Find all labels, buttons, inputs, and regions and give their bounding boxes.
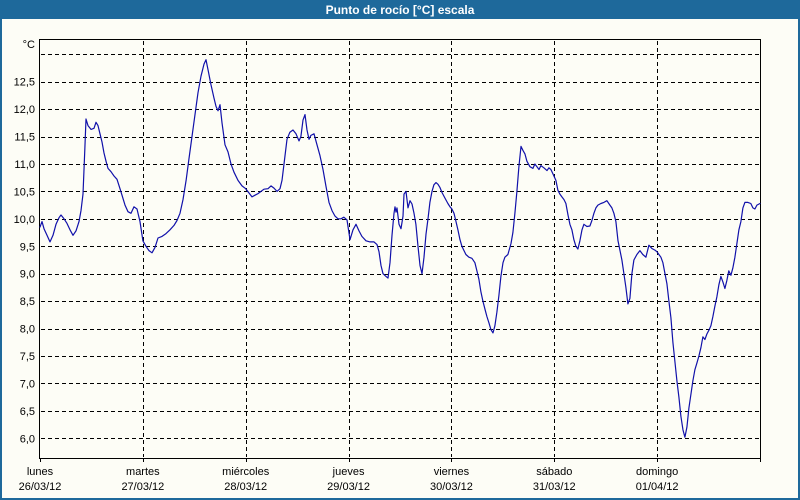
y-tick-label: 11,5 (14, 132, 35, 144)
x-day-label: sábado (536, 466, 572, 478)
y-axis-labels: 6,0 6,5 7,0 7,5 8,0 8,5 9,0 9,5 10,0 10,5 11,0 11,5… (14, 39, 35, 445)
title-bar: Punto de rocío [°C] escala (0, 0, 800, 19)
y-tick-label: 9,0 (20, 269, 35, 281)
y-axis-unit-label: °C (23, 39, 35, 51)
y-tick-label: 6,0 (20, 433, 35, 445)
x-date-label: 31/03/12 (533, 481, 576, 493)
y-tick-label: 7,5 (20, 351, 35, 363)
x-day-label: domingo (636, 466, 678, 478)
y-tick-label: 8,5 (20, 296, 35, 308)
y-tick-label: 12,5 (14, 77, 35, 89)
y-tick-label: 7,0 (20, 378, 35, 390)
x-day-label: martes (126, 466, 160, 478)
x-date-label: 28/03/12 (224, 481, 267, 493)
y-tick-label: 8,0 (20, 324, 35, 336)
x-date-label: 30/03/12 (430, 481, 473, 493)
x-date-label: 26/03/12 (19, 481, 62, 493)
y-tick-label: 6,5 (20, 406, 35, 418)
window-title: Punto de rocío [°C] escala (325, 2, 475, 17)
x-axis-labels: lunes 26/03/12 martes 27/03/12 miércoles 28/0… (19, 466, 679, 493)
plot-border (39, 39, 761, 462)
dewpoint-line (39, 59, 761, 438)
x-date-label: 01/04/12 (636, 481, 679, 493)
x-date-label: 27/03/12 (121, 481, 164, 493)
y-tick-label: 10,5 (14, 186, 35, 198)
grid-lines (41, 41, 759, 457)
x-day-label: lunes (27, 466, 54, 478)
y-tick-label: 10,0 (14, 214, 35, 226)
x-date-label: 29/03/12 (327, 481, 370, 493)
x-day-label: jueves (332, 466, 365, 478)
y-tick-label: 11,0 (14, 159, 35, 171)
x-day-label: miércoles (222, 466, 270, 478)
x-day-label: viernes (434, 466, 470, 478)
y-tick-label: 12,0 (14, 104, 35, 116)
y-tick-label: 9,5 (20, 241, 35, 253)
